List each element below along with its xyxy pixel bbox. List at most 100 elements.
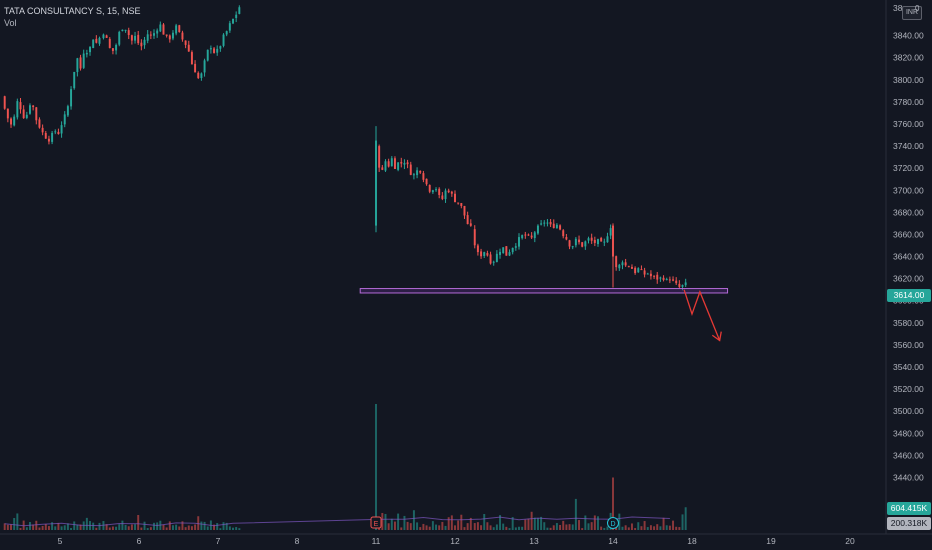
volume-bar [587, 523, 590, 530]
candle-body [219, 46, 222, 49]
price-axis[interactable]: 3440.00 3460.00 3480.00 3500.00 3520.00 3540.… [893, 3, 924, 482]
volume-bar [228, 526, 231, 530]
candle-body [57, 131, 60, 135]
volume-bar [518, 526, 520, 530]
volume-bar [646, 527, 649, 530]
volume-bar [194, 524, 197, 530]
volume-bar [499, 515, 502, 530]
volume-bar [486, 522, 489, 530]
candle-body [684, 282, 687, 286]
volume-bar [431, 521, 434, 530]
candle-body [549, 222, 552, 225]
candle-body [406, 162, 409, 165]
candle-body [412, 174, 415, 176]
volume-bar [156, 522, 159, 530]
candle-body [124, 29, 127, 31]
volume-bar [121, 520, 124, 530]
volume-bar [178, 526, 181, 530]
candle-body [422, 173, 425, 180]
candle-body [634, 267, 637, 274]
candle-body [590, 237, 593, 241]
volume-bar [543, 522, 546, 530]
volume-bar [130, 524, 133, 530]
gear-icon[interactable]: 0 [915, 4, 920, 13]
time-tick-label: 14 [608, 536, 618, 546]
annotations [359, 288, 729, 342]
candle-body [184, 40, 187, 45]
candle-body [149, 34, 152, 36]
currency-badge[interactable]: INR [902, 6, 922, 20]
candle-body [665, 278, 668, 280]
candle-body [393, 158, 396, 169]
volume-bar [162, 524, 165, 530]
volume-bar [124, 524, 127, 530]
volume-bar [98, 522, 101, 530]
volume-bar [92, 522, 95, 530]
volume-bar [175, 524, 178, 530]
volume-bar [521, 526, 524, 530]
price-tick-label: 3720.00 [893, 163, 924, 173]
volume-bar [378, 527, 381, 530]
candle-body [92, 39, 95, 49]
candle-body [197, 72, 200, 78]
volume-bar [662, 517, 665, 530]
candle-body [228, 23, 231, 31]
candle-body [232, 18, 234, 24]
candle-body [662, 277, 665, 280]
candle-body [140, 42, 143, 47]
volume-bar [111, 526, 114, 530]
earnings-marker-label: E [374, 521, 379, 528]
candle-body [530, 235, 533, 238]
candle-body [225, 31, 228, 35]
candle-body [105, 35, 108, 38]
volume-bar [60, 526, 63, 530]
volume-bar [66, 523, 69, 530]
candle-body [656, 274, 659, 280]
candle-body [533, 232, 536, 239]
volume-legend-label[interactable]: Vol [4, 18, 17, 28]
volume-bar [476, 522, 479, 530]
volume-bar [216, 523, 219, 530]
volume-bar [530, 511, 533, 530]
candle-body [508, 252, 511, 256]
candle-body [375, 140, 377, 226]
volume-bar [505, 526, 508, 530]
volume-bar [140, 527, 143, 530]
candle-body [22, 109, 25, 119]
candle-body [66, 106, 69, 116]
price-tick-label: 3620.00 [893, 274, 924, 284]
candle-body [597, 239, 599, 245]
candle-body [489, 254, 492, 264]
time-axis[interactable]: 5 6 7 8 11 12 13 14 18 19 20 [58, 536, 855, 546]
candle-body [463, 205, 466, 216]
volume-bar [13, 518, 16, 530]
volume-bar [483, 513, 486, 530]
candle-body [630, 266, 633, 269]
candle-body [476, 245, 479, 253]
time-tick-label: 20 [845, 536, 855, 546]
candle-body [206, 49, 209, 61]
volume-bar [438, 525, 441, 530]
volume-bar [47, 526, 50, 530]
candle-body [637, 268, 640, 273]
arrow-head-icon [711, 331, 722, 342]
projection-arrow-path [683, 289, 721, 341]
volume-bar [146, 528, 149, 530]
volume-bar [527, 518, 530, 530]
candle-body [416, 170, 419, 176]
volume-bar [665, 525, 668, 530]
candles [3, 5, 687, 291]
volume-bar [597, 516, 599, 530]
volume-bar [618, 513, 621, 530]
volume-bar [108, 527, 111, 530]
volume-bar [419, 527, 422, 530]
volume-bar [653, 526, 656, 530]
candle-body [514, 246, 517, 248]
symbol-title[interactable]: TATA CONSULTANCY S, 15, NSE [4, 6, 141, 16]
candle-body [209, 48, 212, 50]
candle-body [568, 240, 571, 247]
price-tick-label: 3800.00 [893, 75, 924, 85]
volume-current-tag: 604.415K [887, 502, 931, 515]
volume-bar [35, 520, 38, 530]
